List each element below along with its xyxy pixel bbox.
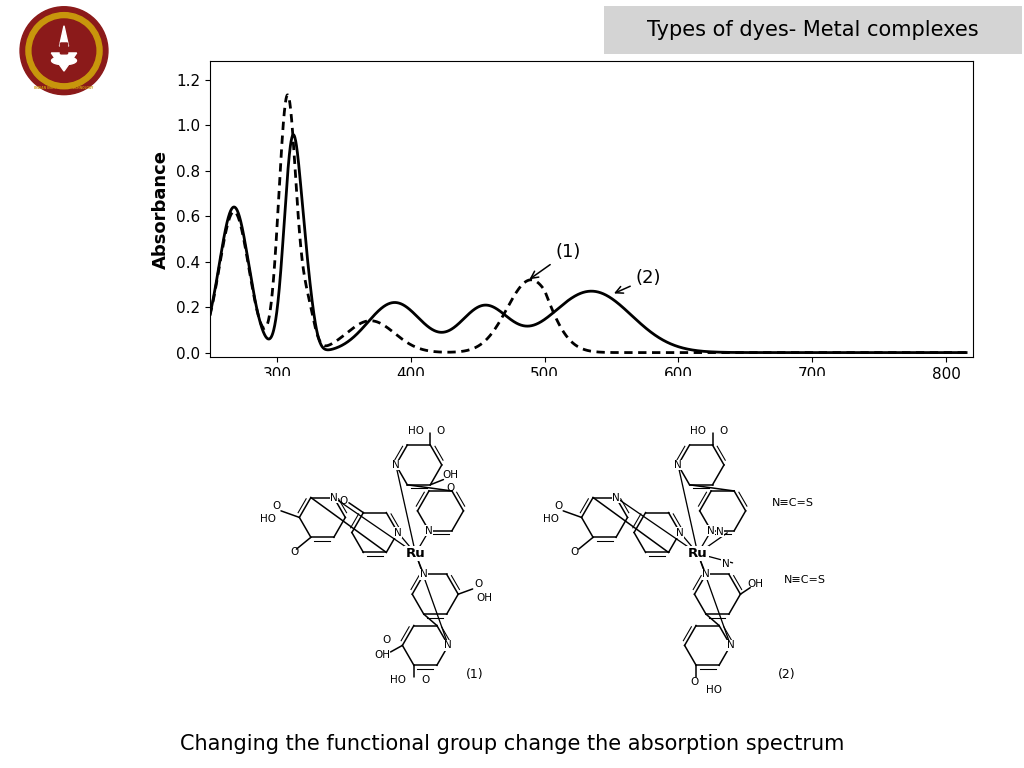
Text: O: O	[570, 547, 579, 557]
Text: O: O	[554, 501, 563, 511]
Text: O: O	[446, 483, 455, 493]
Text: O: O	[340, 496, 348, 506]
Text: HO: HO	[260, 514, 276, 524]
Text: Types of dyes- Metal complexes: Types of dyes- Metal complexes	[647, 20, 979, 40]
Ellipse shape	[51, 57, 77, 65]
Text: O: O	[382, 635, 390, 645]
Text: N: N	[676, 528, 684, 538]
Y-axis label: Absorbance: Absorbance	[153, 150, 170, 269]
Text: O: O	[690, 677, 699, 687]
Text: O: O	[272, 501, 281, 511]
Text: N: N	[702, 569, 710, 579]
Text: N: N	[727, 641, 734, 650]
Text: N: N	[330, 492, 338, 502]
Text: N: N	[394, 528, 401, 538]
Text: OH: OH	[476, 593, 493, 603]
Text: HO: HO	[543, 514, 559, 524]
Text: N: N	[612, 492, 620, 502]
Text: (2): (2)	[615, 270, 662, 293]
Text: HO: HO	[690, 425, 706, 435]
Text: N: N	[420, 569, 428, 579]
Text: O: O	[437, 425, 445, 435]
Text: (1): (1)	[466, 668, 483, 681]
Text: N: N	[444, 641, 453, 650]
Text: (1): (1)	[530, 243, 581, 278]
Text: O: O	[474, 579, 483, 589]
Text: N≡C=S: N≡C=S	[771, 498, 813, 508]
Text: OH: OH	[442, 470, 458, 480]
Circle shape	[26, 12, 102, 89]
Circle shape	[20, 7, 108, 94]
Text: O: O	[291, 547, 299, 557]
Polygon shape	[51, 53, 77, 71]
X-axis label: Wavelength [nm]: Wavelength [nm]	[504, 387, 679, 406]
Text: HO: HO	[408, 425, 424, 435]
Text: INDIAN INSTITUTE OF TECHNOLOGY: INDIAN INSTITUTE OF TECHNOLOGY	[35, 86, 93, 90]
Text: N≡C=S: N≡C=S	[783, 575, 825, 585]
Text: Changing the functional group change the absorption spectrum: Changing the functional group change the…	[180, 734, 844, 754]
Text: Ru: Ru	[406, 547, 425, 560]
Text: N: N	[708, 526, 715, 536]
Text: O: O	[422, 675, 430, 685]
Polygon shape	[59, 26, 69, 46]
Text: MADRAS: MADRAS	[54, 13, 74, 18]
Text: OH: OH	[746, 579, 763, 589]
Text: HO: HO	[706, 685, 722, 695]
Text: O: O	[719, 425, 727, 435]
Text: (2): (2)	[777, 668, 796, 681]
Circle shape	[33, 19, 95, 82]
Text: N: N	[425, 526, 433, 536]
Text: N: N	[674, 460, 682, 470]
Text: N: N	[716, 527, 724, 537]
Text: N: N	[722, 559, 729, 569]
FancyBboxPatch shape	[60, 43, 68, 54]
Text: HO: HO	[390, 675, 407, 685]
Text: N: N	[392, 460, 399, 470]
Text: OH: OH	[375, 650, 390, 660]
Text: Ru: Ru	[688, 547, 708, 560]
